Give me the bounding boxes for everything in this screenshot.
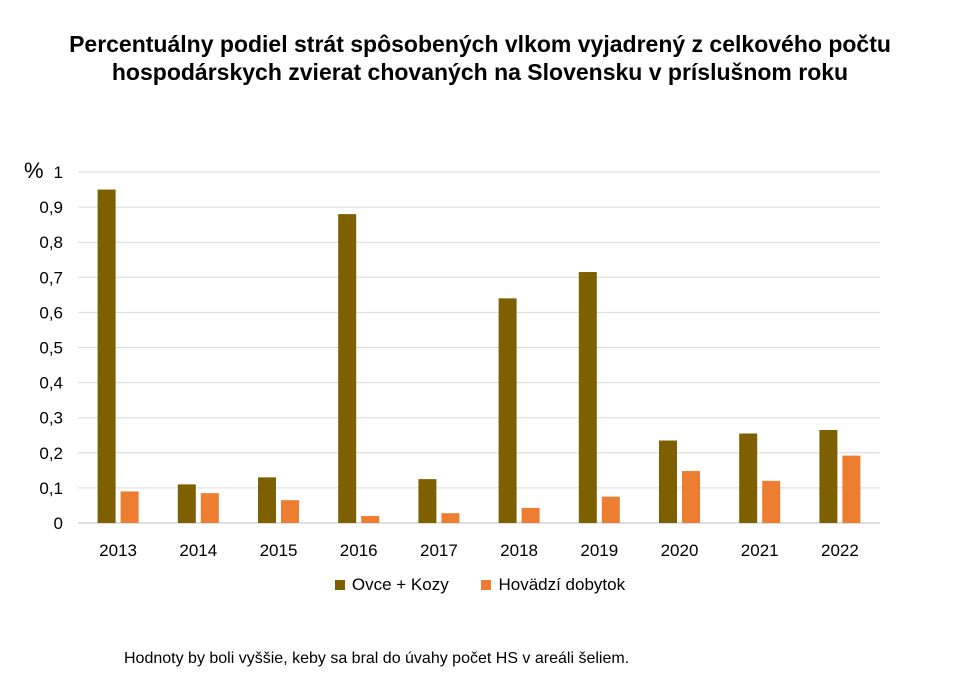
bar-hovadzi-dobytok-2014 xyxy=(200,493,219,523)
bar-hovadzi-dobytok-2017 xyxy=(441,513,460,523)
bar-ovce-kozy-2017 xyxy=(418,479,437,523)
y-tick-label: 0,1 xyxy=(39,479,63,498)
bar-ovce-kozy-2021 xyxy=(739,433,758,523)
y-tick-label: 0,6 xyxy=(39,303,63,322)
legend-item-hovadzi-dobytok: Hovädzí dobytok xyxy=(481,575,625,595)
y-tick-label: 0,9 xyxy=(39,198,63,217)
bar-hovadzi-dobytok-2015 xyxy=(281,500,299,523)
y-tick-label: 0,3 xyxy=(39,409,63,428)
y-axis-label: % xyxy=(24,158,44,183)
bar-ovce-kozy-2019 xyxy=(578,272,597,523)
bar-hovadzi-dobytok-2018 xyxy=(521,507,540,523)
x-tick-label: 2022 xyxy=(821,541,859,560)
chart-title: Percentuálny podiel strát spôsobených vl… xyxy=(69,31,891,85)
y-tick-label: 0,8 xyxy=(39,233,63,252)
x-tick-label: 2014 xyxy=(179,541,217,560)
y-tick-label: 0,4 xyxy=(39,374,63,393)
bar-ovce-kozy-2013 xyxy=(97,189,116,524)
bar-ovce-kozy-2018 xyxy=(498,298,517,523)
bar-hovadzi-dobytok-2019 xyxy=(601,496,620,523)
x-tick-label: 2020 xyxy=(661,541,699,560)
bar-ovce-kozy-2015 xyxy=(258,477,276,523)
bar-hovadzi-dobytok-2016 xyxy=(361,515,380,523)
x-tick-label: 2015 xyxy=(260,541,298,560)
y-tick-label: 0,7 xyxy=(39,268,63,287)
x-tick-label: 2013 xyxy=(99,541,137,560)
bar-hovadzi-dobytok-2022 xyxy=(842,455,861,523)
legend-label-hovadzi-dobytok: Hovädzí dobytok xyxy=(498,575,626,594)
x-tick-label: 2019 xyxy=(580,541,618,560)
y-tick-label: 0,2 xyxy=(39,444,63,463)
x-tick-label: 2018 xyxy=(500,541,538,560)
y-tick-label: 0 xyxy=(54,514,63,533)
legend-label-ovce-kozy: Ovce + Kozy xyxy=(351,575,449,594)
y-tick-label: 1 xyxy=(54,163,63,182)
x-tick-label: 2016 xyxy=(340,541,378,560)
bar-hovadzi-dobytok-2013 xyxy=(120,491,139,523)
footnote: Hodnoty by boli vyššie, keby sa bral do … xyxy=(124,650,630,667)
legend-item-ovce-kozy: Ovce + Kozy xyxy=(334,575,449,595)
legend-swatch-ovce-kozy xyxy=(334,580,345,590)
x-tick-label: 2017 xyxy=(420,541,458,560)
bar-ovce-kozy-2016 xyxy=(338,214,357,523)
bar-ovce-kozy-2014 xyxy=(177,484,196,523)
legend-swatch-hovadzi-dobytok xyxy=(481,580,492,590)
x-tick-label: 2021 xyxy=(741,541,779,560)
bar-ovce-kozy-2020 xyxy=(659,440,677,523)
y-tick-label: 0,5 xyxy=(39,339,63,358)
bar-hovadzi-dobytok-2021 xyxy=(762,480,781,523)
bar-hovadzi-dobytok-2020 xyxy=(682,471,700,523)
legend: Ovce + Kozy Hovädzí dobytok xyxy=(0,575,960,595)
bar-ovce-kozy-2022 xyxy=(819,429,838,523)
